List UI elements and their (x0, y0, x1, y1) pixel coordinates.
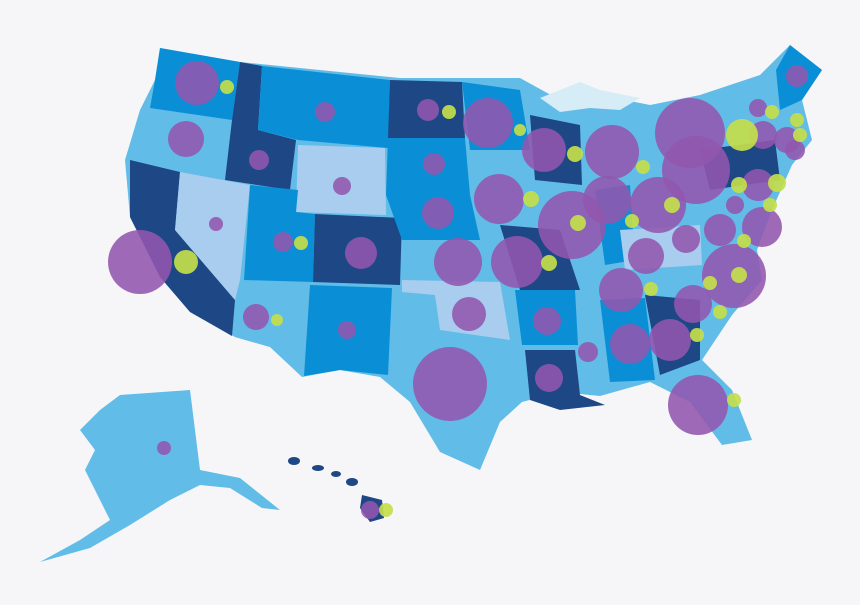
bubble (379, 503, 393, 517)
bubble (567, 146, 583, 162)
bubble (726, 196, 744, 214)
bubble (157, 441, 171, 455)
bubble (533, 307, 561, 335)
bubble (793, 128, 807, 142)
bubble (726, 119, 758, 151)
bubble (271, 314, 283, 326)
bubble (662, 136, 730, 204)
shape (288, 457, 300, 465)
bubble (174, 250, 198, 274)
bubble (704, 214, 736, 246)
bubble (315, 102, 335, 122)
state (225, 62, 296, 190)
bubble (175, 61, 219, 105)
bubble (786, 65, 808, 87)
bubble (765, 105, 779, 119)
bubble (703, 276, 717, 290)
shape (312, 465, 324, 471)
bubble (731, 267, 747, 283)
bubble (731, 177, 747, 193)
bubble (672, 225, 700, 253)
bubble (345, 237, 377, 269)
bubble (442, 105, 456, 119)
bubble (625, 214, 639, 228)
bubble (790, 113, 804, 127)
shape (331, 471, 341, 477)
bubble (690, 328, 704, 342)
bubble (474, 174, 524, 224)
bubble (664, 197, 680, 213)
bubble (742, 169, 774, 201)
bubble (713, 305, 727, 319)
bubble (522, 128, 566, 172)
bubble (413, 347, 487, 421)
bubble (628, 238, 664, 274)
bubble (570, 215, 586, 231)
bubble (583, 176, 631, 224)
bubble (763, 198, 777, 212)
bubble (541, 255, 557, 271)
bubble (422, 197, 454, 229)
shape (40, 390, 280, 562)
bubble (273, 232, 293, 252)
bubble (434, 238, 482, 286)
bubble (417, 99, 439, 121)
bubble (168, 121, 204, 157)
bubble (644, 282, 658, 296)
shape (346, 478, 358, 486)
bubble (535, 364, 563, 392)
bubble (649, 319, 691, 361)
bubble (338, 321, 356, 339)
bubble (220, 80, 234, 94)
bubble (674, 285, 712, 323)
bubble (785, 140, 805, 160)
bubble (737, 234, 751, 248)
bubble (727, 393, 741, 407)
bubble (585, 125, 639, 179)
state (175, 172, 250, 300)
state (130, 160, 235, 336)
bubble (768, 174, 786, 192)
bubble (578, 342, 598, 362)
great-lakes (540, 82, 640, 112)
bubble (108, 230, 172, 294)
bubble (423, 153, 445, 175)
bubble (749, 99, 767, 117)
bubble (514, 124, 526, 136)
bubble (636, 160, 650, 174)
bubble (463, 98, 513, 148)
bubble (610, 324, 650, 364)
bubbles (108, 61, 808, 519)
bubble (249, 150, 269, 170)
bubble (599, 268, 643, 312)
bubble (361, 501, 379, 519)
bubble (452, 297, 486, 331)
bubble (742, 207, 782, 247)
bubble (523, 191, 539, 207)
bubble (209, 217, 223, 231)
bubble (668, 375, 728, 435)
bubble (491, 236, 543, 288)
bubble (333, 177, 351, 195)
alaska (40, 390, 280, 562)
bubble (243, 304, 269, 330)
bubble (294, 236, 308, 250)
